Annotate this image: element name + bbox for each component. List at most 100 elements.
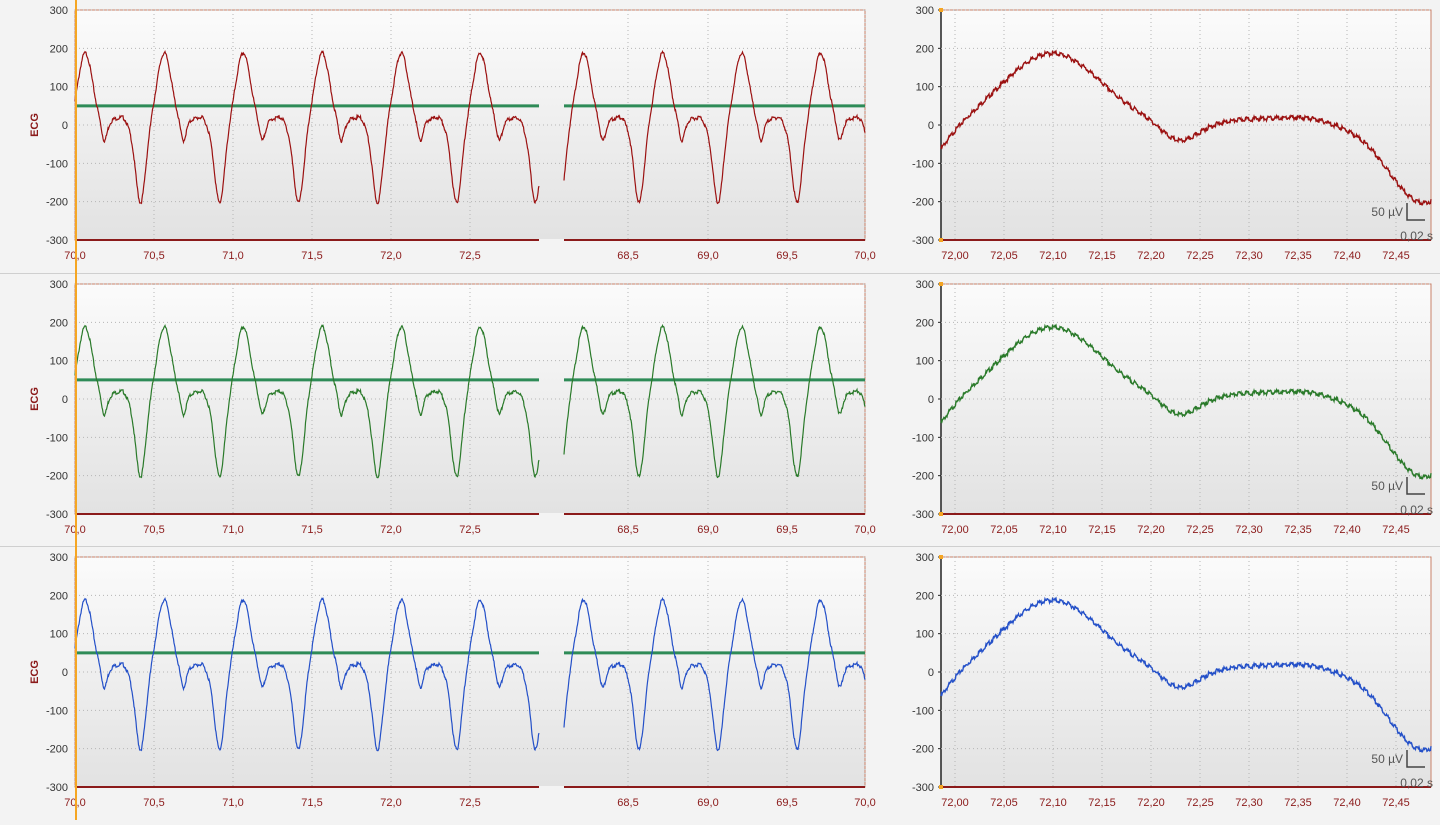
y-tick-label: 0 xyxy=(928,394,934,406)
y-tick-label: -100 xyxy=(912,705,934,717)
y-tick-label: 0 xyxy=(62,667,68,679)
x-tick-label: 70,0 xyxy=(854,524,875,536)
channel-row: 300 200 100 0 -100 -200 -300 70,0 70,5 71,0 71,5 72… xyxy=(0,274,1440,547)
x-tick-label: 72,35 xyxy=(1284,524,1312,536)
x-tick-label: 72,5 xyxy=(459,250,480,262)
scale-amplitude-label: 50 µV xyxy=(1371,205,1403,219)
y-tick-label: 100 xyxy=(916,356,934,368)
x-tick-label: 71,5 xyxy=(301,524,322,536)
y-tick-label: 200 xyxy=(916,43,934,55)
x-tick-label: 72,05 xyxy=(990,524,1018,536)
x-tick-label: 72,05 xyxy=(990,250,1018,262)
y-tick-label: -100 xyxy=(46,705,68,717)
y-tick-label: -100 xyxy=(46,432,68,444)
x-tick-label: 70,5 xyxy=(143,797,164,809)
x-tick-label: 70,0 xyxy=(854,250,875,262)
x-tick-label: 72,10 xyxy=(1039,250,1067,262)
y-tick-label: 200 xyxy=(50,590,68,602)
x-tick-label: 72,00 xyxy=(941,250,969,262)
y-tick-label: -300 xyxy=(912,509,934,521)
scale-bar xyxy=(1406,750,1425,768)
x-tick-label: 72,20 xyxy=(1137,797,1165,809)
ecg-trace-segment xyxy=(74,50,540,205)
ecg-trace-segment xyxy=(563,323,866,479)
y-tick-label: 300 xyxy=(50,279,68,291)
channel-row: 300 200 100 0 -100 -200 -300 70,0 70,5 71,0 71,5 72… xyxy=(0,547,1440,820)
y-tick-label: 300 xyxy=(916,5,934,17)
x-tick-label: 72,25 xyxy=(1186,250,1214,262)
x-tick-label: 72,0 xyxy=(380,250,401,262)
y-tick-label: 200 xyxy=(50,43,68,55)
x-tick-label: 72,45 xyxy=(1382,797,1410,809)
y-tick-label: 200 xyxy=(916,317,934,329)
x-tick-label: 72,30 xyxy=(1235,524,1263,536)
channel-label: ECG xyxy=(29,660,41,684)
row-plot-svg: 300 200 100 0 -100 -200 -300 70,0 70,5 71,0 71,5 72… xyxy=(29,279,1433,536)
ecg-trace-zoomed xyxy=(940,49,1432,206)
x-tick-label: 72,15 xyxy=(1088,524,1116,536)
y-tick-label: -100 xyxy=(46,158,68,170)
x-tick-label: 72,15 xyxy=(1088,797,1116,809)
y-tick-label: -200 xyxy=(46,471,68,483)
x-tick-label: 72,15 xyxy=(1088,250,1116,262)
y-tick-label: -100 xyxy=(912,158,934,170)
x-tick-label: 69,0 xyxy=(697,524,718,536)
ecg-trace-segment xyxy=(74,597,540,752)
left-plot-area[interactable] xyxy=(74,9,866,241)
x-tick-label: 72,35 xyxy=(1284,250,1312,262)
x-tick-label: 70,0 xyxy=(854,797,875,809)
scale-time-label: 0,02 s xyxy=(1400,776,1433,790)
scale-time-label: 0,02 s xyxy=(1400,229,1433,243)
y-tick-label: -300 xyxy=(912,235,934,247)
scale-bar xyxy=(1406,203,1425,221)
ecg-trace-segment xyxy=(74,324,540,479)
x-tick-label: 71,0 xyxy=(222,524,243,536)
x-tick-label: 69,5 xyxy=(776,524,797,536)
x-tick-label: 72,40 xyxy=(1333,524,1361,536)
y-tick-label: -300 xyxy=(46,235,68,247)
y-tick-label: -300 xyxy=(912,782,934,794)
y-tick-label: 200 xyxy=(50,317,68,329)
y-tick-label: 100 xyxy=(916,629,934,641)
channel-label: ECG xyxy=(29,113,41,137)
ecg-trace-zoomed xyxy=(940,596,1432,753)
ecg-trace-zoomed xyxy=(940,323,1432,480)
time-cursor-line[interactable] xyxy=(75,0,77,820)
x-tick-label: 71,0 xyxy=(222,797,243,809)
x-tick-label: 72,30 xyxy=(1235,250,1263,262)
scale-amplitude-label: 50 µV xyxy=(1371,752,1403,766)
x-tick-label: 72,20 xyxy=(1137,524,1165,536)
x-tick-label: 69,5 xyxy=(776,250,797,262)
x-tick-label: 69,0 xyxy=(697,250,718,262)
y-tick-label: 100 xyxy=(50,82,68,94)
y-tick-label: 0 xyxy=(928,667,934,679)
channel-row: 300 200 100 0 -100 -200 -300 70,0 70,5 71,0 71,5 72… xyxy=(0,0,1440,273)
x-tick-label: 71,5 xyxy=(301,250,322,262)
x-tick-label: 72,25 xyxy=(1186,524,1214,536)
x-tick-label: 72,20 xyxy=(1137,250,1165,262)
y-tick-label: 300 xyxy=(916,279,934,291)
x-tick-label: 69,5 xyxy=(776,797,797,809)
y-tick-label: -200 xyxy=(46,197,68,209)
scale-bar xyxy=(1406,477,1425,495)
x-tick-label: 68,5 xyxy=(617,250,638,262)
x-tick-label: 70,5 xyxy=(143,524,164,536)
y-tick-label: 100 xyxy=(50,629,68,641)
x-tick-label: 68,5 xyxy=(617,524,638,536)
x-tick-label: 72,0 xyxy=(380,524,401,536)
x-tick-label: 72,30 xyxy=(1235,797,1263,809)
left-plot-area[interactable] xyxy=(74,556,866,788)
x-tick-label: 68,5 xyxy=(617,797,638,809)
row-plot-svg: 300 200 100 0 -100 -200 -300 70,0 70,5 71,0 71,5 72… xyxy=(29,552,1433,809)
y-tick-label: 300 xyxy=(916,552,934,564)
x-tick-label: 72,00 xyxy=(941,524,969,536)
x-tick-label: 72,10 xyxy=(1039,524,1067,536)
x-tick-label: 72,40 xyxy=(1333,797,1361,809)
y-tick-label: 0 xyxy=(62,120,68,132)
x-tick-label: 72,0 xyxy=(380,797,401,809)
left-plot-area[interactable] xyxy=(74,283,866,515)
x-tick-label: 72,25 xyxy=(1186,797,1214,809)
x-tick-label: 72,5 xyxy=(459,524,480,536)
y-tick-label: 0 xyxy=(62,394,68,406)
